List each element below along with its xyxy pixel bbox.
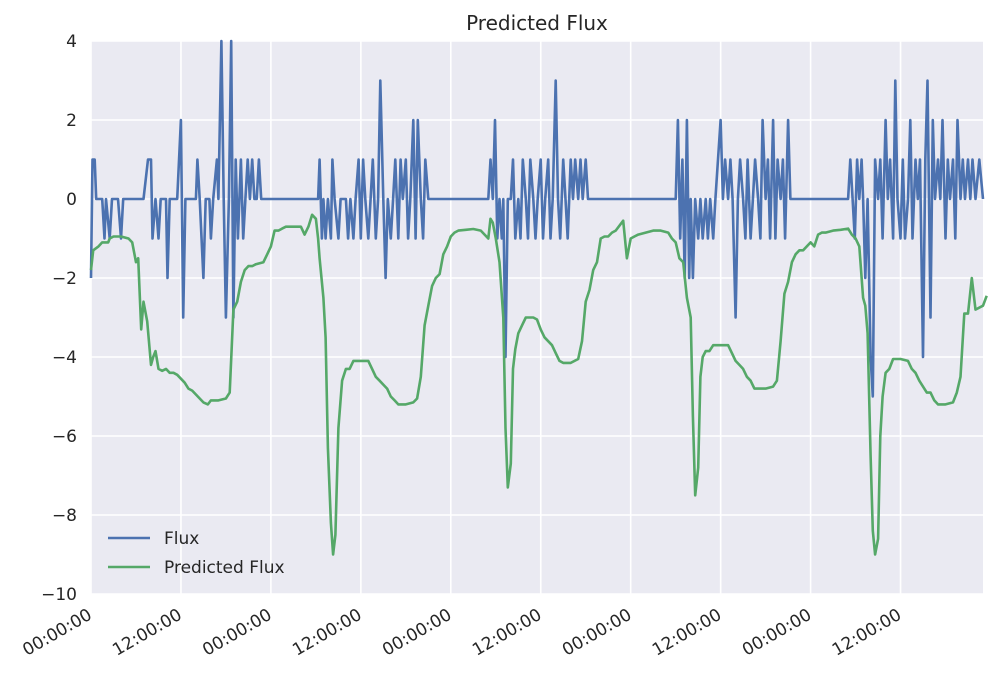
x-tick-label: 00:00:00	[559, 605, 635, 661]
x-tick-label: 12:00:00	[289, 605, 365, 661]
x-tick-label: 12:00:00	[649, 605, 725, 661]
x-tick-label: 00:00:00	[199, 605, 275, 661]
y-tick-label: −8	[52, 506, 77, 526]
plot-background	[91, 41, 983, 594]
x-tick-label: 00:00:00	[379, 605, 455, 661]
series-line-flux	[89, 39, 985, 398]
series-line-predicted-flux	[89, 213, 988, 556]
y-tick-label: −6	[52, 427, 77, 447]
legend: Flux Predicted Flux	[108, 529, 285, 578]
series-lines	[89, 39, 988, 556]
legend-label: Predicted Flux	[164, 558, 285, 578]
x-tick-label: 00:00:00	[739, 605, 815, 661]
y-tick-label: 0	[66, 190, 77, 210]
y-tick-label: 4	[66, 32, 77, 52]
x-tick-label: 12:00:00	[469, 605, 545, 661]
y-tick-labels: 4 2 0 −2 −4 −6 −8 −10	[41, 32, 77, 605]
chart-title: Predicted Flux	[466, 11, 608, 35]
x-tick-label: 12:00:00	[829, 605, 905, 661]
y-tick-label: −4	[52, 348, 77, 368]
x-tick-label: 12:00:00	[109, 605, 185, 661]
y-tick-label: −10	[41, 585, 77, 605]
x-tick-label: 00:00:00	[19, 605, 95, 661]
legend-label: Flux	[164, 529, 199, 549]
y-tick-label: 2	[66, 111, 77, 131]
x-tick-labels: 00:00:00 12:00:00 00:00:00 12:00:00 00:00:00…	[19, 605, 905, 661]
y-tick-label: −2	[52, 269, 77, 289]
